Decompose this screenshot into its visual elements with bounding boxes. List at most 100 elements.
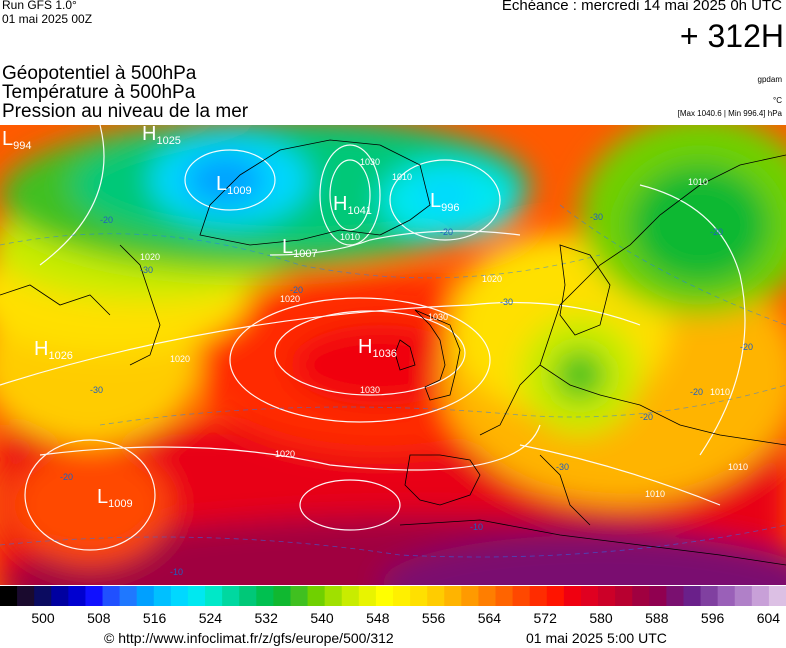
color-scale-swatch	[222, 586, 240, 606]
run-label: Run GFS 1.0°	[2, 0, 77, 12]
color-scale-swatch	[290, 586, 309, 606]
color-scale-swatch	[393, 586, 411, 606]
color-scale-swatch	[136, 586, 155, 606]
isobar-label: 1030	[360, 157, 380, 167]
color-scale-swatch	[205, 586, 223, 606]
color-scale-swatch	[495, 586, 514, 606]
isobar-label: 1020	[482, 274, 502, 284]
color-scale-swatch	[632, 586, 650, 606]
isobar-label: 1010	[340, 232, 360, 242]
geopotential-color-scale	[0, 586, 786, 606]
temperature-label: -20	[740, 342, 753, 352]
color-scale-swatch	[615, 586, 633, 606]
color-scale-swatch	[717, 586, 736, 606]
generation-time: 01 mai 2025 5:00 UTC	[526, 630, 667, 646]
color-scale-swatch	[751, 586, 770, 606]
color-scale-swatch	[546, 586, 565, 606]
temperature-contours	[0, 204, 786, 558]
color-scale-swatch	[427, 586, 445, 606]
color-scale-swatch	[17, 586, 35, 606]
color-scale-swatch	[85, 586, 104, 606]
color-scale-swatch	[410, 586, 428, 606]
color-scale-swatch	[512, 586, 531, 606]
isobar-label: 1020	[275, 449, 295, 459]
temperature-label: -20	[640, 412, 653, 422]
temperature-label: -30	[500, 297, 513, 307]
color-scale-swatch	[734, 586, 753, 606]
color-scale-swatch	[768, 586, 786, 606]
color-scale-swatch	[170, 586, 189, 606]
temperature-label: -20	[690, 387, 703, 397]
color-scale-label: 580	[589, 610, 613, 626]
color-scale-labels: 500 508 516 524 532 540 548 556 564 572 580 588 596 6…	[0, 610, 786, 628]
color-scale-swatch	[580, 586, 599, 606]
color-scale-label: 516	[142, 610, 167, 626]
forecast-map[interactable]: L994 H1025 L1009 H1041 L996 L1007 H1036 H1026 L1…	[0, 125, 786, 585]
pressure-center-high: H1026	[34, 338, 73, 362]
color-scale-swatch	[358, 586, 377, 606]
color-scale-label: 500	[31, 610, 55, 626]
color-scale-swatch	[598, 586, 616, 606]
pressure-center-low: L1009	[97, 486, 133, 510]
unit-temperature: °C	[773, 96, 782, 105]
temperature-label: -20	[60, 472, 73, 482]
pressure-center-high: H1025	[142, 125, 181, 147]
isobar-label: 1020	[140, 252, 160, 262]
pressure-center-low: L1009	[216, 173, 252, 197]
color-scale-label: 532	[254, 610, 278, 626]
color-scale-swatch	[324, 586, 343, 606]
color-scale-swatch	[478, 586, 497, 606]
color-scale-swatch	[563, 586, 582, 606]
temperature-label: -30	[140, 265, 153, 275]
color-scale-swatch	[461, 586, 479, 606]
color-scale-swatch	[0, 586, 18, 606]
forecast-valid-time: Echéance : mercredi 14 mai 2025 0h UTC	[501, 0, 782, 14]
isobar-label: 1010	[728, 462, 748, 472]
pressure-center-low: L994	[2, 128, 31, 152]
color-scale-label: 524	[198, 610, 223, 626]
color-scale-label: 572	[533, 610, 557, 626]
color-scale-swatch	[34, 586, 52, 606]
color-scale-label: 564	[477, 610, 502, 626]
temperature-label: -30	[590, 212, 603, 222]
color-scale-label: 604	[756, 610, 781, 626]
temperature-label: -10	[170, 567, 183, 577]
isobars	[0, 125, 746, 551]
color-scale-swatch	[256, 586, 274, 606]
temperature-label: -10	[470, 522, 483, 532]
color-scale-swatch	[307, 586, 326, 606]
color-scale-swatch	[700, 586, 719, 606]
isobar-label: 1010	[645, 489, 665, 499]
pressure-center-low: L1007	[282, 236, 318, 260]
title-temperature: Température à 500hPa	[2, 82, 196, 103]
color-scale-label: 508	[87, 610, 111, 626]
source-credit[interactable]: © http://www.infoclimat.fr/z/gfs/europe/…	[104, 630, 394, 646]
run-date: 01 mai 2025 00Z	[2, 12, 93, 26]
color-scale-swatch	[153, 586, 172, 606]
color-scale-label: 596	[700, 610, 725, 626]
color-scale-swatch	[666, 586, 684, 606]
isobar-label: 1010	[688, 177, 708, 187]
title-geopotential: Géopotentiel à 500hPa	[2, 63, 197, 84]
color-scale-swatch	[649, 586, 667, 606]
color-scale-swatch	[444, 586, 462, 606]
color-scale-swatch	[102, 586, 121, 606]
temperature-label: -20	[100, 215, 113, 225]
temperature-label: -20	[710, 227, 723, 237]
isobar-label: 1020	[280, 294, 300, 304]
color-scale-swatch	[683, 586, 702, 606]
color-scale-label: 540	[310, 610, 334, 626]
forecast-horizon: + 312H	[679, 18, 784, 54]
color-scale-swatch	[341, 586, 360, 606]
coastlines	[0, 139, 786, 566]
unit-pressure-range: [Max 1040.6 | Min 996.4] hPa	[677, 109, 782, 118]
isobar-label: 1030	[360, 385, 380, 395]
isobar-label: 1010	[710, 387, 730, 397]
color-scale-swatch	[68, 586, 86, 606]
pressure-center-high: H1041	[333, 193, 372, 217]
color-scale-swatch	[529, 586, 548, 606]
color-scale-swatch	[239, 586, 257, 606]
color-scale-label: 556	[421, 610, 446, 626]
temperature-label: -30	[90, 385, 103, 395]
title-pressure: Pression au niveau de la mer	[2, 101, 249, 122]
